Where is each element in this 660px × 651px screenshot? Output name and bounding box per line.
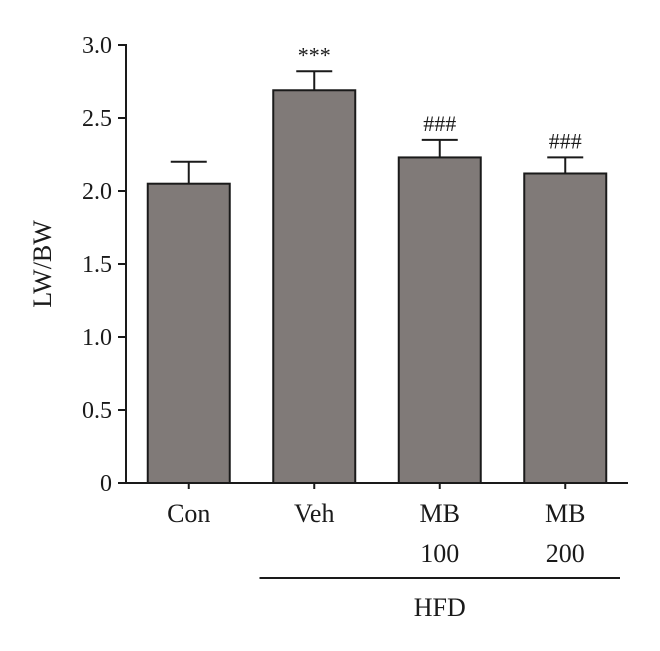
y-tick-label-0: 0 bbox=[100, 471, 112, 497]
labels-layer: Con Veh MB 100 MB 200 0 0.5 1.0 1.5 2.0 2.5 3.0 HFD bbox=[82, 33, 585, 622]
y-tick-label-1: 0.5 bbox=[82, 398, 112, 424]
x-tick-label-mb-100-line2: 100 bbox=[420, 539, 459, 568]
significance-layer: *** ### ### bbox=[298, 42, 582, 153]
y-tick-label-3: 1.5 bbox=[82, 252, 112, 278]
axes-layer bbox=[118, 44, 628, 579]
y-tick-label-6: 3.0 bbox=[82, 33, 112, 59]
y-tick-label-2: 1.0 bbox=[82, 325, 112, 351]
significance-label-mb-100: ### bbox=[423, 111, 456, 136]
significance-label-veh: *** bbox=[298, 42, 331, 67]
bar-mb-100 bbox=[397, 156, 482, 484]
bars-layer bbox=[146, 89, 608, 484]
x-tick-label-mb-200-line2: 200 bbox=[546, 539, 585, 568]
x-tick-label-mb-200: MB bbox=[545, 499, 585, 528]
y-tick-label-4: 2.0 bbox=[82, 179, 112, 205]
group-label: HFD bbox=[414, 593, 466, 622]
bar-mb-200 bbox=[523, 172, 608, 484]
y-tick-label-5: 2.5 bbox=[82, 106, 112, 132]
bar-con bbox=[146, 182, 231, 484]
y-axis-label: LW/BW bbox=[28, 220, 57, 308]
bar-veh bbox=[272, 89, 357, 484]
significance-label-mb-200: ### bbox=[549, 128, 582, 153]
x-tick-label-veh: Veh bbox=[294, 499, 334, 528]
x-tick-label-mb-100: MB bbox=[420, 499, 460, 528]
error-bars-layer bbox=[170, 70, 584, 184]
x-tick-label-con: Con bbox=[167, 499, 210, 528]
